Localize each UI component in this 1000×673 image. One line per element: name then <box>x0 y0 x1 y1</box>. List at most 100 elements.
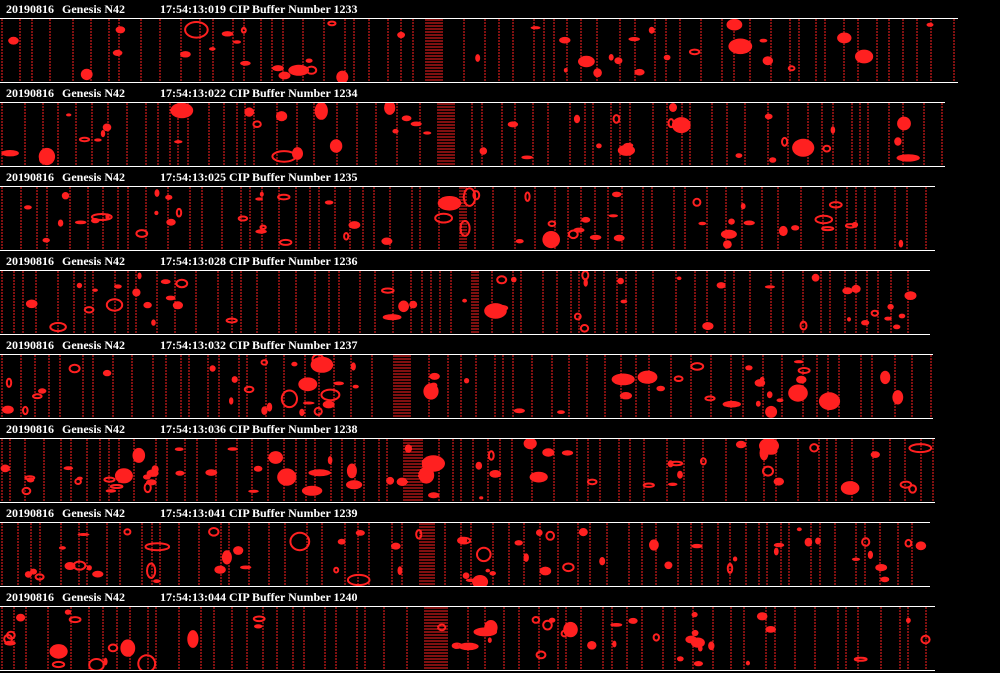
particle-image <box>240 60 251 66</box>
particle-image <box>78 136 91 143</box>
strip-date: 20190816 <box>6 170 54 184</box>
particle-image <box>298 377 318 392</box>
strip-date: 20190816 <box>6 86 54 100</box>
particle-image <box>920 634 931 645</box>
particle-image <box>663 54 671 61</box>
strip-top-rule <box>0 354 933 355</box>
particle-image <box>49 321 67 333</box>
particle-image <box>144 542 171 552</box>
particle-image <box>302 401 315 405</box>
particle-image <box>586 478 598 486</box>
particle-image <box>277 193 291 201</box>
particle-image <box>137 272 142 280</box>
strip-bottom-rule <box>0 166 945 167</box>
strip-header: 20190816 Genesis N42 17:54:13:028 CIP Bu… <box>0 252 1000 270</box>
strip-probe-name: Genesis N42 <box>62 86 125 100</box>
particle-image <box>92 288 98 292</box>
particle-image <box>579 324 590 333</box>
particle-image <box>322 400 335 409</box>
particle-image <box>762 56 773 66</box>
strip-probe-name: Genesis N42 <box>62 422 125 436</box>
particle-image <box>396 477 408 486</box>
particle-image <box>355 530 365 536</box>
strip-top-rule <box>0 186 935 187</box>
particle-image <box>26 477 35 483</box>
particle-image <box>530 26 541 30</box>
particle-image <box>231 376 238 383</box>
particle-image <box>83 306 95 314</box>
particle-image <box>221 31 234 37</box>
particle-image <box>589 234 602 241</box>
particle-image <box>884 316 892 321</box>
particle-image <box>34 573 45 581</box>
particle-image <box>542 231 560 249</box>
particle-image <box>391 542 401 550</box>
particle-image <box>107 643 119 653</box>
particle-image <box>702 322 714 331</box>
particle-image <box>22 405 29 416</box>
strip-header: 20190816 Genesis N42 17:54:13:041 CIP Bu… <box>0 504 1000 522</box>
particle-image <box>617 144 636 156</box>
particle-image <box>612 640 617 648</box>
particle-image <box>174 140 183 144</box>
particle-image <box>487 637 492 643</box>
particle-image <box>154 210 159 216</box>
particle-image <box>209 365 216 372</box>
particle-image <box>691 611 698 618</box>
particle-image <box>567 229 579 240</box>
particle-image <box>613 234 625 242</box>
particle-image <box>484 620 498 636</box>
particle-image <box>61 192 70 200</box>
particle-image <box>462 298 467 303</box>
particle-image <box>496 275 508 285</box>
particle-layer <box>1 103 943 166</box>
strip-timestamp: 17:54:13:025 <box>160 170 226 184</box>
particle-image <box>489 470 502 478</box>
particle-image <box>410 121 422 127</box>
particle-image <box>855 49 874 64</box>
particle-image <box>109 484 124 489</box>
particle-image <box>887 303 894 310</box>
particle-image <box>535 650 547 660</box>
particle-image <box>861 537 871 547</box>
particle-image <box>153 579 161 583</box>
particle-image <box>732 556 738 562</box>
particle-image <box>524 191 531 202</box>
strip-top-rule <box>0 18 958 19</box>
particle-image <box>472 575 489 586</box>
particle-image <box>581 271 590 281</box>
particle-image <box>475 461 483 470</box>
particle-image <box>475 54 481 62</box>
particle-image <box>791 225 800 231</box>
particle-image <box>726 562 734 574</box>
particle-image <box>343 232 350 241</box>
particle-image <box>423 131 432 135</box>
particle-image <box>221 550 232 565</box>
particle-image <box>329 139 343 153</box>
particle-image <box>676 276 682 281</box>
particle-image <box>24 205 32 210</box>
buffer-strip: 20190816 Genesis N42 17:54:13:025 CIP Bu… <box>0 168 1000 252</box>
particle-image <box>88 658 105 670</box>
particle-image <box>764 285 776 289</box>
particle-image <box>105 489 117 493</box>
particle-image <box>386 476 395 485</box>
particle-image <box>676 656 684 662</box>
particle-image <box>175 470 185 476</box>
particle-image-strip <box>1 19 955 82</box>
particle-image <box>809 443 819 453</box>
strip-probe-name: Genesis N42 <box>62 170 125 184</box>
particle-image <box>792 138 815 157</box>
strip-timestamp: 17:54:13:022 <box>160 86 226 100</box>
particle-image <box>743 220 755 226</box>
particle-image <box>437 623 447 632</box>
particle-image <box>121 644 129 653</box>
particle-image <box>401 115 412 122</box>
particle-image <box>547 220 557 228</box>
particle-image <box>252 120 262 129</box>
particle-image <box>735 440 747 449</box>
particle-image <box>608 214 618 218</box>
particle-image <box>333 566 340 574</box>
strip-header: 20190816 Genesis N42 17:54:13:019 CIP Bu… <box>0 0 1000 18</box>
particle-image <box>692 197 702 207</box>
